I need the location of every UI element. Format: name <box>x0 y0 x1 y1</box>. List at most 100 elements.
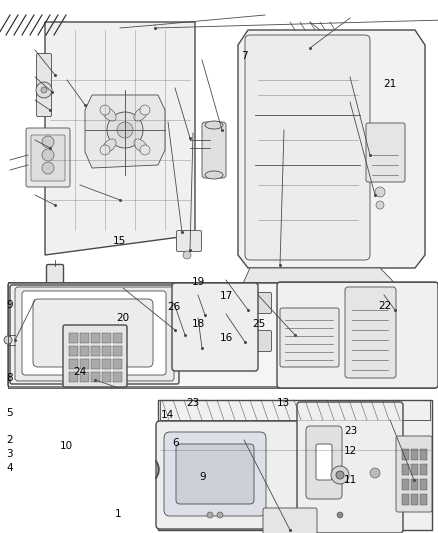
Bar <box>402 464 409 475</box>
FancyBboxPatch shape <box>277 282 438 388</box>
FancyBboxPatch shape <box>177 311 191 361</box>
FancyBboxPatch shape <box>164 432 266 516</box>
FancyBboxPatch shape <box>177 230 201 252</box>
Bar <box>160 400 430 420</box>
Circle shape <box>370 468 380 478</box>
Circle shape <box>100 105 110 115</box>
FancyBboxPatch shape <box>10 285 179 384</box>
Bar <box>420 494 427 505</box>
Text: 23: 23 <box>344 426 357 435</box>
FancyBboxPatch shape <box>366 123 405 182</box>
Circle shape <box>42 162 54 174</box>
FancyBboxPatch shape <box>46 264 64 289</box>
Text: 18: 18 <box>191 319 205 329</box>
Ellipse shape <box>134 139 147 152</box>
FancyBboxPatch shape <box>36 53 52 117</box>
Bar <box>69 346 78 356</box>
Bar <box>402 479 409 490</box>
FancyBboxPatch shape <box>244 293 272 313</box>
Text: 5: 5 <box>6 408 13 418</box>
Circle shape <box>41 87 47 93</box>
Circle shape <box>183 251 191 259</box>
Text: 21: 21 <box>383 79 396 89</box>
Bar <box>411 449 418 460</box>
Circle shape <box>107 112 143 148</box>
Bar <box>80 333 89 343</box>
FancyBboxPatch shape <box>396 436 432 512</box>
Bar <box>102 346 111 356</box>
Text: 1: 1 <box>115 509 122 519</box>
Text: 14: 14 <box>161 410 174 419</box>
Polygon shape <box>238 30 425 268</box>
Text: 13: 13 <box>277 398 290 408</box>
FancyBboxPatch shape <box>8 283 438 387</box>
Bar <box>80 359 89 369</box>
FancyBboxPatch shape <box>180 306 252 324</box>
Text: 2: 2 <box>6 435 13 445</box>
Text: 11: 11 <box>344 475 357 484</box>
Bar <box>69 359 78 369</box>
Circle shape <box>207 512 213 518</box>
Text: 15: 15 <box>113 236 126 246</box>
Bar <box>411 479 418 490</box>
Ellipse shape <box>205 121 223 129</box>
FancyBboxPatch shape <box>345 287 396 378</box>
Text: 10: 10 <box>60 441 73 450</box>
Bar <box>102 333 111 343</box>
Circle shape <box>337 512 343 518</box>
Ellipse shape <box>205 171 223 179</box>
Text: 16: 16 <box>219 333 233 343</box>
FancyBboxPatch shape <box>245 35 370 260</box>
FancyBboxPatch shape <box>26 128 70 187</box>
Text: 23: 23 <box>186 399 199 408</box>
FancyBboxPatch shape <box>176 444 254 504</box>
Polygon shape <box>45 22 195 255</box>
Circle shape <box>117 122 133 138</box>
Circle shape <box>100 145 110 155</box>
Ellipse shape <box>103 108 116 121</box>
Circle shape <box>140 145 150 155</box>
Text: 9: 9 <box>6 300 13 310</box>
FancyBboxPatch shape <box>244 330 272 351</box>
Bar <box>113 359 122 369</box>
Circle shape <box>376 201 384 209</box>
Bar <box>102 359 111 369</box>
Bar <box>69 372 78 382</box>
Bar <box>69 333 78 343</box>
Bar <box>420 479 427 490</box>
Circle shape <box>140 105 150 115</box>
Text: 19: 19 <box>191 278 205 287</box>
Ellipse shape <box>103 139 116 152</box>
Bar <box>91 333 100 343</box>
FancyBboxPatch shape <box>22 291 166 375</box>
Text: 9: 9 <box>199 472 206 482</box>
Text: 25: 25 <box>252 319 265 329</box>
Bar <box>80 372 89 382</box>
Bar <box>102 372 111 382</box>
Text: 6: 6 <box>172 439 179 448</box>
Bar <box>80 346 89 356</box>
Text: 20: 20 <box>116 313 129 322</box>
Text: 24: 24 <box>73 367 86 377</box>
Bar <box>91 346 100 356</box>
Bar <box>411 464 418 475</box>
Bar <box>402 494 409 505</box>
Circle shape <box>331 466 349 484</box>
FancyBboxPatch shape <box>280 308 339 367</box>
FancyBboxPatch shape <box>263 508 317 533</box>
Text: 7: 7 <box>241 52 248 61</box>
Bar <box>91 359 100 369</box>
Bar <box>113 346 122 356</box>
Circle shape <box>4 336 12 344</box>
FancyBboxPatch shape <box>33 299 153 367</box>
FancyBboxPatch shape <box>15 287 174 381</box>
Bar <box>402 449 409 460</box>
Circle shape <box>336 471 344 479</box>
Circle shape <box>42 149 54 161</box>
Circle shape <box>217 512 223 518</box>
Bar <box>420 464 427 475</box>
FancyBboxPatch shape <box>156 421 304 529</box>
Text: 8: 8 <box>6 374 13 383</box>
Text: 4: 4 <box>6 463 13 473</box>
Text: 22: 22 <box>378 301 391 311</box>
